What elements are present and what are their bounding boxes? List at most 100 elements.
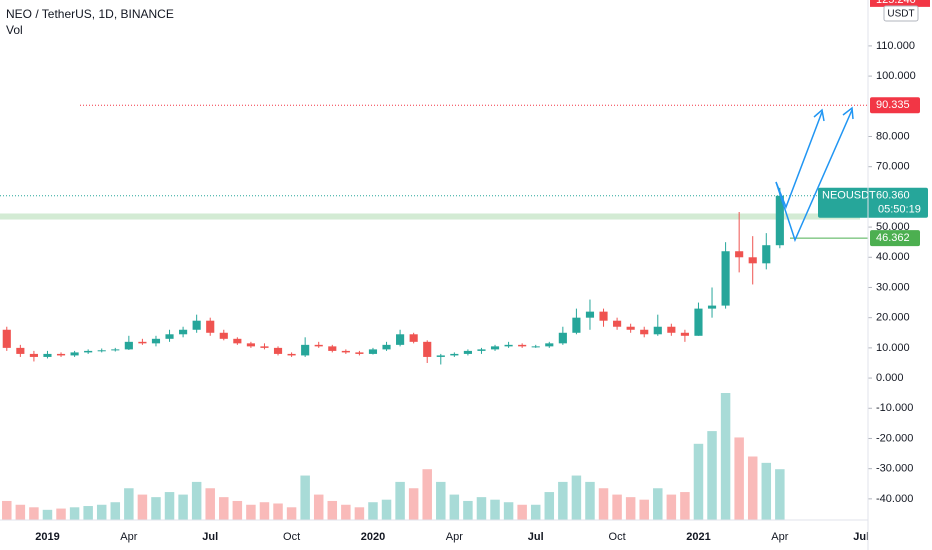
candle-body xyxy=(246,343,255,347)
candle-body xyxy=(341,350,350,353)
candle-body xyxy=(206,320,215,333)
price-label: 125.240 xyxy=(876,0,916,6)
x-tick-label: Jul xyxy=(528,531,544,543)
volume-bar xyxy=(585,481,595,520)
volume-bar xyxy=(42,509,53,520)
volume-bar xyxy=(625,497,636,520)
volume-bar xyxy=(381,499,392,520)
x-tick-label: Apr xyxy=(771,531,788,543)
volume-bar xyxy=(164,492,175,520)
volume-bar xyxy=(354,507,365,520)
candle-body xyxy=(545,343,554,347)
candle-body xyxy=(531,346,540,348)
candle-body xyxy=(572,317,581,333)
volume-bar xyxy=(463,500,473,520)
x-tick-label: 2020 xyxy=(361,531,385,543)
volume-bar xyxy=(517,504,527,520)
volume-bar xyxy=(747,456,758,520)
y-tick-label: 100.000 xyxy=(876,70,916,82)
volume-bar xyxy=(530,504,541,520)
candle-body xyxy=(613,320,622,327)
x-tick-label: 2019 xyxy=(35,531,59,543)
zone xyxy=(0,213,860,220)
candle-body xyxy=(640,329,649,335)
candle-body xyxy=(179,329,188,335)
volume-bar xyxy=(219,497,229,520)
y-tick-label: -20.000 xyxy=(876,432,913,444)
volume-bar xyxy=(191,481,202,520)
candle-body xyxy=(301,344,310,356)
y-tick-label: 50.000 xyxy=(876,221,910,233)
candle-body xyxy=(84,350,93,353)
candle-body xyxy=(707,305,717,309)
candle-body xyxy=(599,311,608,321)
volume-bar xyxy=(761,462,772,520)
y-tick-label: 110.000 xyxy=(876,40,915,52)
candle-body xyxy=(382,344,391,350)
volume-bar xyxy=(368,502,378,520)
price-line-box xyxy=(818,187,928,218)
candle-body xyxy=(396,334,405,345)
level-label: 46.362 xyxy=(876,232,910,244)
volume-bar xyxy=(56,508,66,520)
candle-body xyxy=(504,344,513,347)
x-tick-label: Apr xyxy=(446,531,463,543)
candle-body xyxy=(124,341,133,350)
volume-bar xyxy=(232,500,243,520)
volume-bar xyxy=(734,437,744,520)
candle-body xyxy=(667,326,676,333)
volume-bar xyxy=(476,497,487,520)
volume-bar xyxy=(29,507,39,520)
candle-body xyxy=(368,349,378,354)
candle-body xyxy=(273,347,283,354)
candle-body xyxy=(775,195,784,246)
price-line-countdown: 05:50:19 xyxy=(878,204,921,216)
candle-body xyxy=(151,338,161,344)
currency[interactable]: USDT xyxy=(887,9,914,20)
candle-body xyxy=(694,308,703,336)
candle-body xyxy=(97,350,106,352)
price-line-value: 60.360 xyxy=(876,190,910,202)
candle-body xyxy=(287,353,296,356)
y-tick-label: -10.000 xyxy=(876,402,913,414)
candle-body xyxy=(70,352,79,356)
y-tick-label: -30.000 xyxy=(876,463,913,475)
volume-bar xyxy=(612,494,622,520)
candle-body xyxy=(29,353,38,357)
volume-bar xyxy=(449,494,460,520)
arrow-head xyxy=(842,106,854,120)
candle-body xyxy=(436,355,445,357)
volume-bar xyxy=(408,488,419,520)
candle-body xyxy=(409,334,418,342)
volume-bar xyxy=(96,504,107,520)
candle-body xyxy=(735,251,744,258)
candle-body xyxy=(314,344,323,347)
candle-body xyxy=(585,311,595,318)
candle-body xyxy=(518,344,527,347)
candle-body xyxy=(111,349,120,351)
volume-bar xyxy=(571,475,582,520)
volume-bar xyxy=(707,431,717,520)
volume-bar xyxy=(178,494,188,520)
currency-box[interactable] xyxy=(883,5,919,22)
candle-body xyxy=(328,346,337,351)
candle-body xyxy=(260,346,269,348)
candle-body xyxy=(680,332,689,336)
y-tick-label: 70.000 xyxy=(876,161,910,173)
x-tick-label: Apr xyxy=(120,531,137,543)
candle-body xyxy=(653,326,662,335)
volume-bar xyxy=(259,502,270,520)
x-tick-label: Oct xyxy=(609,531,626,543)
candle-body xyxy=(721,251,730,306)
volume-bar xyxy=(503,502,514,520)
candle-body xyxy=(138,341,147,344)
y-tick-label: 30.000 xyxy=(876,281,910,293)
volume-bar xyxy=(2,500,12,520)
candle-body xyxy=(43,353,52,357)
candle-body xyxy=(2,329,11,348)
candle-body xyxy=(748,257,757,264)
y-tick-label: 80.000 xyxy=(876,130,910,142)
candle-body xyxy=(558,332,567,344)
volume-bar xyxy=(205,488,215,520)
